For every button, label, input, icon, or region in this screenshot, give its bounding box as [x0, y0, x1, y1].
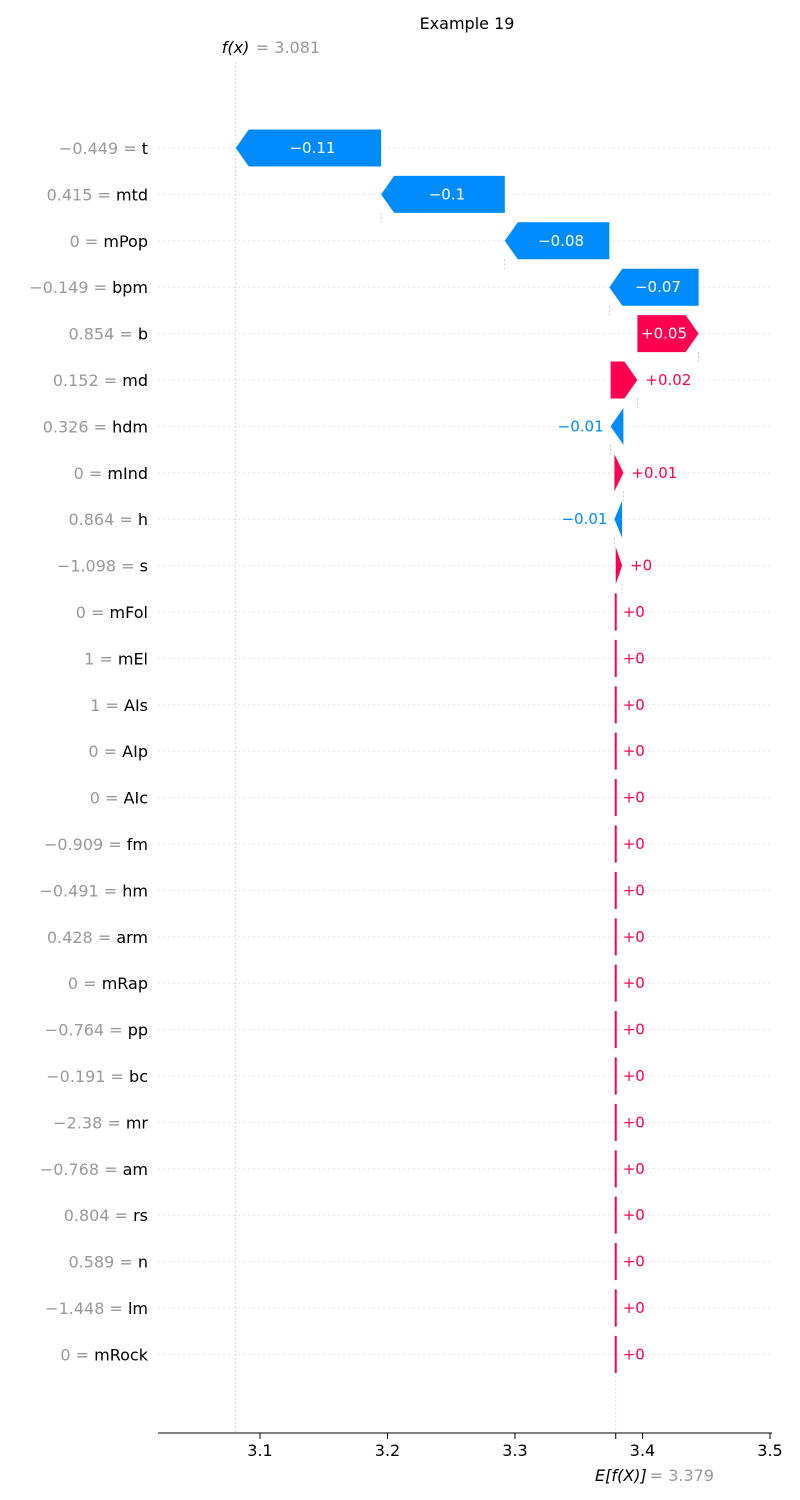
feature-label: 1 = AIs — [90, 696, 148, 715]
contribution-bar — [504, 222, 610, 260]
contribution-label: +0 — [623, 881, 645, 899]
feature-label: −0.491 = hm — [39, 881, 148, 900]
contribution-label: +0 — [623, 696, 645, 714]
contribution-label: −0.07 — [635, 278, 681, 296]
contribution-bar — [615, 547, 623, 585]
feature-label: 0.854 = b — [68, 325, 148, 344]
fx-value: = 3.081 — [256, 38, 320, 57]
feature-rows: −0.449 = t −0.11 0.415 = mtd −0.1 0 = mPop −0… — [29, 62, 772, 1433]
feature-label: −0.149 = bpm — [29, 278, 148, 297]
feature-label: −1.098 = s — [57, 557, 148, 576]
efx-label: E[f(X)] — [595, 1466, 647, 1485]
contribution-label: +0.05 — [641, 325, 687, 343]
contribution-label: +0 — [623, 603, 645, 621]
contribution-label: +0.01 — [631, 464, 677, 482]
fx-annotation: f(x) = 3.081 — [222, 38, 320, 57]
contribution-bar — [609, 268, 699, 306]
contribution-label: +0 — [623, 1299, 645, 1317]
contribution-label: +0 — [623, 1206, 645, 1224]
contribution-label: +0 — [623, 1160, 645, 1178]
feature-label: 0.589 = n — [68, 1253, 148, 1272]
feature-label: 0.428 = arm — [47, 928, 148, 947]
contribution-label: +0 — [623, 1113, 645, 1131]
contribution-label: +0 — [630, 557, 652, 575]
feature-label: 0 = mRap — [68, 974, 148, 993]
x-tick-label: 3.2 — [375, 1441, 400, 1460]
contribution-label: +0 — [623, 1021, 645, 1039]
contribution-bar — [381, 175, 505, 213]
feature-label: −2.38 = mr — [53, 1113, 148, 1132]
contribution-label: −0.01 — [561, 510, 607, 528]
feature-label: −0.449 = t — [59, 139, 148, 158]
feature-label: −1.448 = lm — [45, 1299, 148, 1318]
feature-label: 0.326 = hdm — [43, 417, 148, 436]
contribution-label: +0 — [623, 974, 645, 992]
contribution-label: −0.01 — [558, 417, 604, 435]
feature-label: 0.415 = mtd — [47, 185, 148, 204]
contribution-label: −0.1 — [429, 185, 465, 203]
x-axis: 3.1 3.2 3.3 3.4 3.5 — [158, 1432, 783, 1460]
x-tick-label: 3.5 — [757, 1441, 782, 1460]
x-tick-label: 3.4 — [630, 1441, 655, 1460]
contribution-bar — [614, 500, 623, 538]
contribution-label: +0 — [623, 835, 645, 853]
feature-label: 0.152 = md — [53, 371, 148, 390]
feature-label: 0 = mFol — [76, 603, 148, 622]
feature-label: 0 = mRock — [60, 1345, 148, 1364]
contribution-label: +0 — [623, 1067, 645, 1085]
contribution-label: +0 — [623, 1345, 645, 1363]
contribution-bar — [610, 361, 638, 399]
contribution-label: −0.08 — [538, 232, 584, 250]
feature-label: −0.764 = pp — [45, 1021, 148, 1040]
contribution-label: +0.02 — [645, 371, 691, 389]
contribution-label: +0 — [623, 742, 645, 760]
feature-label: 0 = mPop — [70, 232, 148, 251]
feature-label: 1 = mEl — [84, 649, 148, 668]
contribution-label: +0 — [623, 1253, 645, 1271]
chart-title: Example 19 — [420, 14, 515, 33]
feature-label: −0.768 = am — [40, 1160, 148, 1179]
feature-label: 0.864 = h — [68, 510, 148, 529]
feature-label: −0.191 = bc — [46, 1067, 148, 1086]
efx-value: = 3.379 — [650, 1466, 714, 1485]
contribution-label: +0 — [623, 928, 645, 946]
feature-label: 0 = AIp — [88, 742, 148, 761]
x-tick-label: 3.3 — [502, 1441, 527, 1460]
feature-label: −0.909 = fm — [44, 835, 148, 854]
feature-label: 0.804 = rs — [64, 1206, 148, 1225]
contribution-label: +0 — [623, 789, 645, 807]
contribution-bar — [637, 315, 699, 353]
contribution-bar — [614, 454, 624, 492]
fx-label: f(x) — [222, 38, 250, 57]
contribution-label: +0 — [623, 649, 645, 667]
efx-annotation: E[f(X)] = 3.379 — [595, 1433, 714, 1485]
contribution-bar — [610, 407, 624, 445]
contribution-bar — [235, 129, 382, 167]
x-tick-label: 3.1 — [247, 1441, 272, 1460]
feature-label: 0 = AIc — [90, 789, 148, 808]
feature-label: 0 = mInd — [74, 464, 148, 483]
contribution-label: −0.11 — [289, 139, 335, 157]
